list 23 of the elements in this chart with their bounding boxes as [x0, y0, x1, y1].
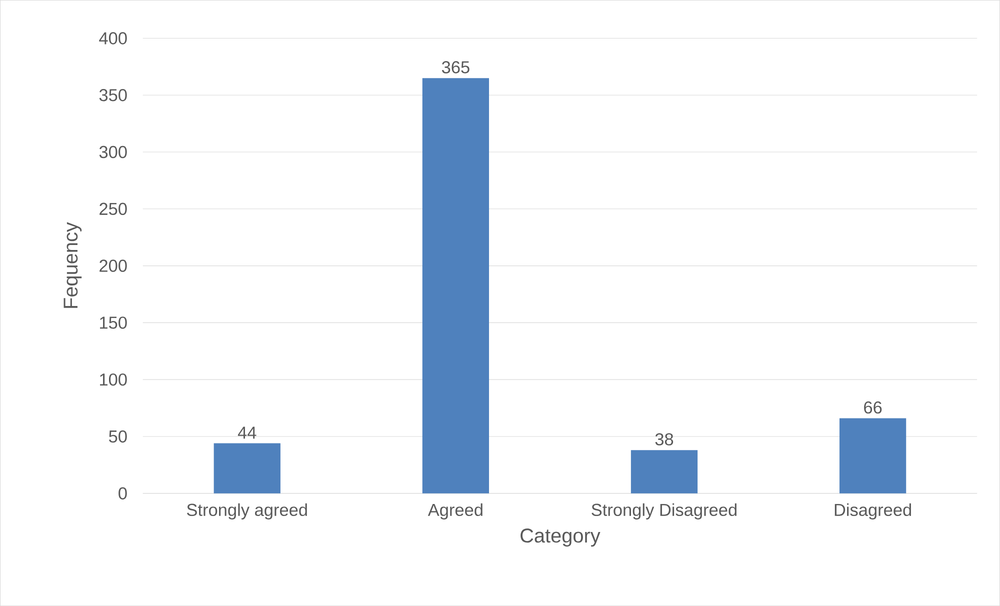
data-label: 44	[238, 426, 256, 438]
y-tick-label: 400	[99, 32, 127, 44]
y-tick-label: 100	[100, 373, 127, 386]
y-tick-label: 200	[100, 260, 127, 272]
y-tick-label: 350	[99, 88, 127, 102]
y-tick-label: 300	[99, 146, 127, 158]
y-tick-label: 50	[109, 430, 127, 442]
x-tick-label: Disagreed	[834, 503, 912, 520]
data-label: 38	[655, 433, 674, 446]
bar	[214, 443, 280, 494]
bar	[422, 78, 490, 494]
bar	[630, 450, 698, 494]
y-tick-label: 0	[118, 487, 127, 500]
x-tick-label: Strongly Disagreed	[592, 503, 736, 520]
x-tick-label: Strongly agreed	[187, 503, 307, 520]
y-tick-label: 150	[100, 316, 127, 329]
data-label: 365	[442, 61, 470, 74]
y-axis-title: Fequency	[64, 222, 82, 308]
x-tick-label: Agreed	[428, 503, 482, 520]
data-label: 66	[864, 401, 882, 414]
x-axis-title: Category	[520, 528, 600, 546]
bar	[839, 418, 906, 494]
y-tick-label: 250	[100, 202, 127, 215]
